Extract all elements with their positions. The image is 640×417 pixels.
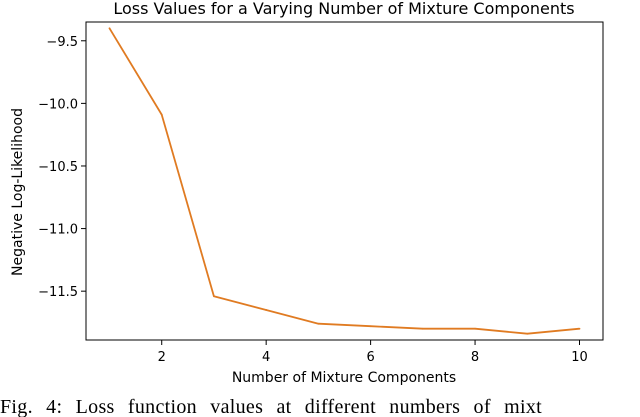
x-tick-label: 2 bbox=[158, 350, 166, 365]
data-point bbox=[526, 332, 529, 335]
data-point bbox=[160, 113, 163, 116]
x-tick-label: 4 bbox=[262, 350, 270, 365]
data-point bbox=[108, 27, 111, 30]
x-tick-label: 6 bbox=[366, 350, 374, 365]
chart-title: Loss Values for a Varying Number of Mixt… bbox=[113, 0, 574, 18]
x-tick-label: 8 bbox=[471, 350, 479, 365]
x-tick-label: 10 bbox=[571, 350, 588, 365]
x-axis: 2 4 6 8 10 bbox=[158, 340, 588, 365]
y-tick-label: −9.5 bbox=[46, 35, 78, 50]
y-axis-label: Negative Log-Likelihood bbox=[10, 108, 26, 276]
data-point bbox=[369, 325, 372, 328]
data-point bbox=[474, 327, 476, 330]
data-point bbox=[265, 309, 268, 311]
x-axis-label: Number of Mixture Components bbox=[232, 370, 456, 386]
y-tick-label: −11.0 bbox=[38, 223, 78, 238]
y-axis: −9.5 −10.0 −10.5 −11.0 −11.5 bbox=[38, 35, 86, 300]
figure-caption: Fig. 4: Loss function values at differen… bbox=[0, 396, 542, 417]
data-point bbox=[317, 322, 320, 325]
data-point bbox=[421, 327, 424, 330]
series-layer bbox=[108, 27, 581, 335]
series-line bbox=[108, 27, 580, 335]
line-chart: Loss Values for a Varying Number of Mixt… bbox=[10, 0, 604, 386]
y-tick-label: −11.5 bbox=[38, 285, 78, 300]
data-point bbox=[578, 327, 581, 330]
y-tick-label: −10.5 bbox=[38, 160, 78, 175]
plot-frame bbox=[85, 21, 604, 341]
y-tick-label: −10.0 bbox=[38, 97, 78, 112]
data-point bbox=[213, 295, 215, 298]
